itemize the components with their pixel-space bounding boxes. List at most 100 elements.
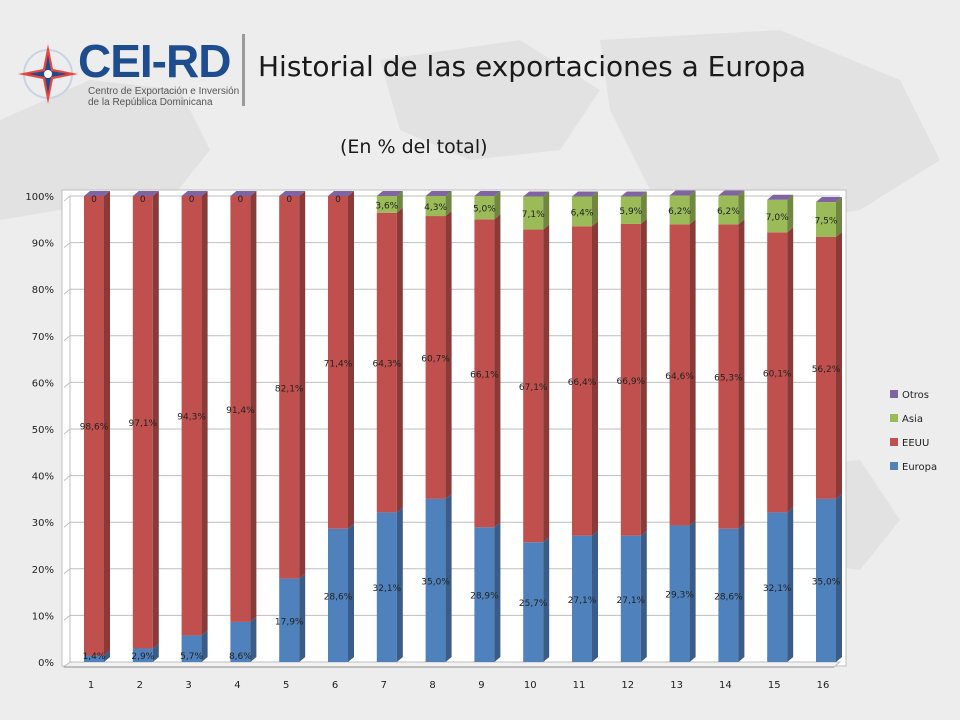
bar-europa-8: [425, 498, 446, 662]
bar-europa-6-side: [348, 523, 354, 662]
data-label-asia: 4,3%: [424, 203, 447, 213]
bar-top-1: [84, 191, 110, 196]
data-label-europa: 32,1%: [373, 584, 402, 594]
bar-top-6: [328, 191, 354, 196]
y-tick-label: 20%: [32, 565, 54, 576]
x-tick-label: 11: [573, 680, 586, 691]
bar-europa-7: [376, 512, 397, 662]
data-label-europa: 25,7%: [519, 599, 548, 609]
data-label-eeuu: 66,4%: [568, 378, 597, 388]
y-tick-label: 40%: [32, 472, 54, 483]
x-tick-label: 9: [478, 680, 484, 691]
data-label-eeuu: 71,4%: [324, 359, 353, 369]
bar-europa-1: [84, 655, 104, 662]
bar-eeuu-7: [376, 212, 397, 513]
bar-europa-14-side: [738, 523, 745, 662]
data-label-asia: 7,0%: [766, 213, 789, 223]
bar-top-3: [181, 191, 208, 196]
bar-europa-9: [474, 527, 495, 662]
data-label-eeuu: 66,9%: [617, 377, 646, 387]
bar-eeuu-7-side: [396, 207, 403, 513]
y-tick-label: 90%: [32, 239, 54, 250]
bar-europa-12: [620, 535, 641, 662]
x-tick-label: 5: [283, 680, 289, 691]
data-label-eeuu: 91,4%: [226, 406, 255, 416]
x-tick-label: 12: [621, 680, 634, 691]
x-tick-label: 8: [429, 680, 435, 691]
data-label-eeuu: 60,1%: [763, 369, 792, 379]
x-tick-label: 2: [137, 680, 143, 691]
bar-eeuu-5-side: [299, 191, 306, 579]
bar-asia-14-side: [738, 190, 745, 225]
data-label-asia: 0: [335, 195, 341, 205]
bar-europa-5-side: [299, 573, 306, 662]
bar-europa-13-side: [689, 520, 696, 662]
bar-europa-4-side: [250, 616, 257, 662]
bar-europa-4: [230, 621, 251, 662]
bar-europa-16-side: [836, 493, 842, 662]
bar-eeuu-16-side: [836, 232, 842, 499]
bar-europa-11-side: [592, 530, 598, 662]
y-tick-label: 70%: [32, 332, 54, 343]
bar-top-12: [620, 191, 647, 197]
bar-asia-11-side: [592, 191, 598, 227]
data-label-europa: 35,0%: [812, 577, 841, 587]
bar-asia-13: [669, 195, 690, 225]
data-label-asia: 0: [140, 195, 146, 205]
bar-europa-10: [523, 542, 544, 662]
data-label-eeuu: 60,7%: [421, 354, 450, 364]
bar-europa-6: [328, 528, 348, 662]
bar-eeuu-8-side: [445, 211, 452, 499]
legend-label-eeuu: EEUU: [902, 438, 929, 449]
bar-eeuu-14-side: [738, 219, 745, 529]
data-label-europa: 35,0%: [421, 577, 450, 587]
data-label-eeuu: 64,3%: [373, 360, 402, 370]
x-tick-label: 10: [524, 680, 537, 691]
bar-europa-3-side: [201, 630, 208, 662]
bar-asia-12-side: [640, 191, 647, 224]
y-tick-label: 80%: [32, 285, 54, 296]
data-label-asia: 0: [238, 195, 244, 205]
bar-asia-10: [523, 196, 544, 230]
gridline-floor: [63, 568, 71, 575]
bar-top-10: [523, 191, 550, 197]
bar-eeuu-13-side: [689, 219, 696, 526]
bar-eeuu-6: [328, 196, 348, 529]
bar-europa-8-side: [445, 493, 452, 662]
x-tick-label: 15: [768, 680, 781, 691]
data-label-asia: 6,4%: [571, 208, 594, 218]
bar-asia-16: [816, 202, 836, 238]
cei-rd-logo: [10, 36, 250, 116]
data-label-eeuu: 82,1%: [275, 384, 304, 394]
bar-asia-11: [572, 196, 592, 227]
gridline-floor: [63, 382, 71, 388]
data-label-europa: 5,7%: [180, 652, 203, 662]
data-label-eeuu: 56,2%: [812, 365, 841, 375]
bar-top-15: [767, 194, 794, 200]
data-label-asia: 0: [286, 195, 292, 205]
legend-label-otros: Otros: [902, 390, 929, 401]
x-tick-label: 6: [332, 680, 338, 691]
bar-asia-15: [767, 199, 788, 233]
logo-subtitle-line-1: Centro de Exportación e Inversión: [88, 86, 240, 97]
bar-eeuu-11-side: [592, 221, 598, 536]
bar-eeuu-5: [279, 196, 300, 579]
gridline-floor: [63, 615, 71, 621]
bar-eeuu-1: [84, 196, 104, 656]
data-label-eeuu: 66,1%: [470, 370, 499, 380]
bar-eeuu-12: [620, 223, 641, 536]
bar-eeuu-11: [572, 226, 592, 536]
gridline-floor: [63, 288, 71, 295]
bar-europa-14: [718, 528, 739, 662]
data-label-asia: 7,1%: [522, 210, 545, 220]
bar-europa-9-side: [494, 522, 501, 662]
bar-europa-15-side: [787, 507, 794, 662]
bar-eeuu-2: [132, 196, 153, 649]
bar-europa-12-side: [640, 530, 647, 662]
bar-europa-10-side: [543, 537, 550, 662]
bar-asia-9-side: [494, 191, 501, 220]
bar-asia-8: [425, 196, 446, 217]
data-label-asia: 0: [91, 195, 97, 205]
bar-asia-8-side: [445, 191, 452, 217]
